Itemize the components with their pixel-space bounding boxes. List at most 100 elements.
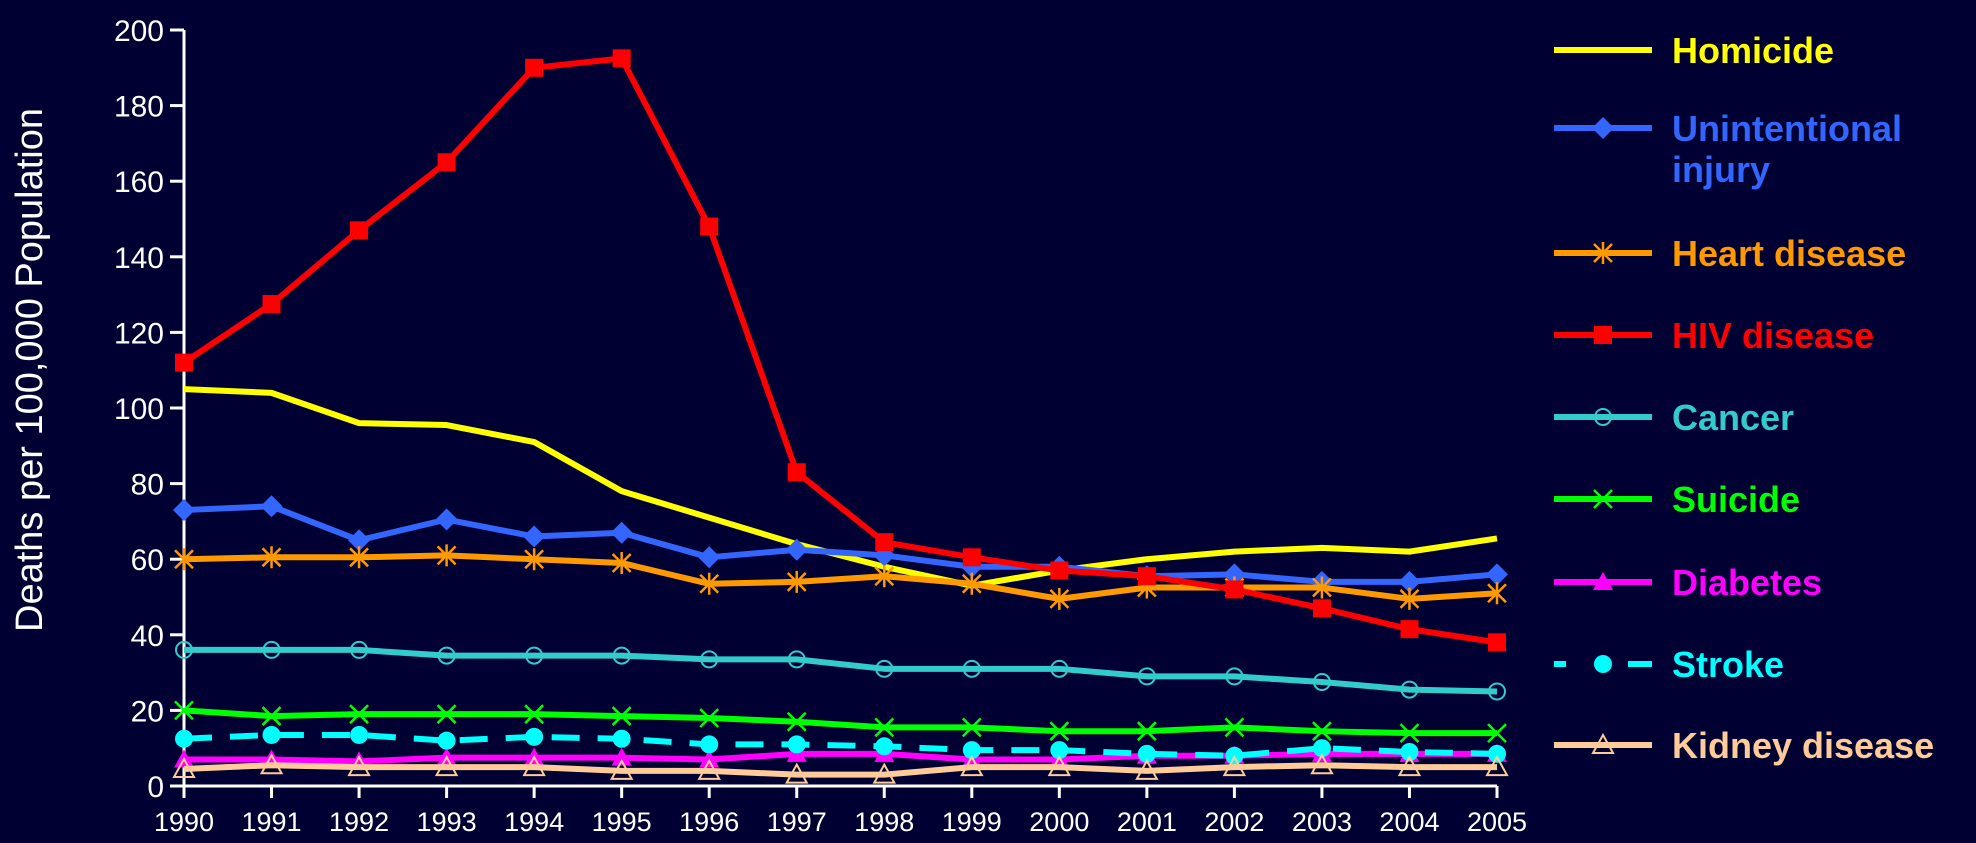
data-point-hiv-disease xyxy=(1400,620,1419,639)
data-point-stroke xyxy=(262,725,281,744)
y-tick-label: 180 xyxy=(114,91,164,124)
series-heart-disease xyxy=(174,544,1507,610)
data-point-heart-disease xyxy=(436,544,457,567)
y-tick-label: 60 xyxy=(131,544,164,577)
y-axis-title: Deaths per 100,000 Population xyxy=(9,108,51,632)
data-point-hiv-disease xyxy=(700,217,719,236)
legend-label: HIV disease xyxy=(1672,315,1874,356)
legend-item-unintentional-injury: Unintentional injury xyxy=(1554,108,1902,190)
data-point-heart-disease xyxy=(611,551,632,574)
data-point-suicide xyxy=(611,706,632,726)
x-tick-label: 2004 xyxy=(1379,807,1439,837)
legend: Homicide Unintentional injury Heart disease… xyxy=(1554,30,1934,766)
series-line-unintentional-injury xyxy=(183,503,1498,585)
x-tick-label: 2005 xyxy=(1467,807,1527,837)
legend-label: Diabetes xyxy=(1672,562,1822,603)
data-point-cancer xyxy=(1225,667,1244,686)
data-point-kidney-disease xyxy=(1310,753,1334,775)
data-point-hiv-disease xyxy=(1137,567,1156,586)
y-tick-label: 80 xyxy=(131,469,164,502)
data-point-kidney-disease xyxy=(172,756,196,778)
x-tick-label: 2000 xyxy=(1029,807,1089,837)
data-point-stroke xyxy=(962,741,981,760)
data-point-suicide xyxy=(961,717,982,738)
data-point-diabetes xyxy=(611,747,632,766)
data-point-heart-disease xyxy=(786,570,807,593)
data-point-heart-disease xyxy=(961,572,982,595)
data-point-suicide xyxy=(786,711,807,732)
data-point-unintentional-injury xyxy=(610,521,633,544)
series-line-stroke xyxy=(183,731,1498,759)
data-point-diabetes xyxy=(699,749,720,768)
data-point-stroke xyxy=(1400,742,1419,761)
y-tick-label: 120 xyxy=(114,317,164,350)
data-point-heart-disease xyxy=(1312,576,1332,599)
legend-marker xyxy=(1593,489,1613,509)
legend-item-cancer: Cancer xyxy=(1554,397,1794,438)
data-point-stroke xyxy=(437,731,456,750)
y-tick-label: 140 xyxy=(114,242,164,275)
data-point-unintentional-injury xyxy=(698,546,721,569)
data-point-hiv-disease xyxy=(262,295,281,314)
data-point-suicide xyxy=(874,717,895,738)
legend-marker xyxy=(1592,117,1614,139)
data-point-unintentional-injury xyxy=(1223,563,1246,586)
x-tick-label: 1991 xyxy=(241,807,301,837)
data-point-heart-disease xyxy=(174,548,194,571)
data-point-kidney-disease xyxy=(522,755,546,777)
legend-label: Unintentional injury xyxy=(1672,108,1902,190)
data-point-stroke xyxy=(875,737,894,756)
data-point-hiv-disease xyxy=(1225,580,1244,599)
data-point-heart-disease xyxy=(524,548,545,571)
data-point-hiv-disease xyxy=(525,58,544,77)
y-tick-label: 0 xyxy=(147,771,164,804)
legend-label: Kidney disease xyxy=(1672,725,1934,766)
x-tick-label: 1992 xyxy=(329,807,389,837)
series-line-kidney-disease xyxy=(183,762,1497,778)
legend-label: Suicide xyxy=(1672,479,1800,520)
data-point-unintentional-injury xyxy=(348,529,371,552)
data-point-hiv-disease xyxy=(962,548,981,567)
series-line-hiv-disease xyxy=(182,55,1498,646)
data-point-stroke xyxy=(525,727,544,746)
data-point-suicide xyxy=(349,704,369,725)
series-line-suicide xyxy=(183,707,1497,737)
series-cancer xyxy=(175,640,1506,701)
data-point-suicide xyxy=(1399,723,1420,743)
x-tick-label: 1990 xyxy=(154,807,214,837)
data-point-cancer xyxy=(1137,667,1156,686)
x-tick-label: 1999 xyxy=(942,807,1002,837)
legend-item-suicide: Suicide xyxy=(1554,479,1800,520)
legend-label: Heart disease xyxy=(1672,233,1906,274)
data-point-heart-disease xyxy=(1399,587,1420,610)
x-tick-label: 2003 xyxy=(1292,807,1352,837)
data-point-cancer xyxy=(612,646,631,665)
data-point-unintentional-injury xyxy=(173,499,195,522)
legend-item-hiv-disease: HIV disease xyxy=(1554,315,1874,356)
y-tick-label: 200 xyxy=(114,15,164,48)
series-line-diabetes xyxy=(184,750,1497,765)
data-point-kidney-disease xyxy=(434,755,459,777)
series-unintentional-injury xyxy=(173,495,1508,593)
data-point-kidney-disease xyxy=(785,762,809,784)
data-point-suicide xyxy=(1136,721,1157,742)
data-point-kidney-disease xyxy=(609,758,634,780)
data-point-stroke xyxy=(1050,741,1069,760)
data-point-kidney-disease xyxy=(872,762,896,784)
y-tick-label: 20 xyxy=(131,695,164,728)
legend-item-heart-disease: Heart disease xyxy=(1554,233,1906,274)
data-point-suicide xyxy=(261,706,282,726)
data-point-stroke xyxy=(1488,744,1506,763)
data-point-heart-disease xyxy=(699,572,720,595)
data-point-kidney-disease xyxy=(259,753,284,775)
data-point-kidney-disease xyxy=(1047,755,1072,777)
series-kidney-disease xyxy=(172,753,1509,784)
data-point-unintentional-injury xyxy=(1398,570,1421,593)
legend-item-diabetes: Diabetes xyxy=(1554,562,1822,603)
data-point-kidney-disease xyxy=(347,755,371,777)
x-tick-label: 1997 xyxy=(767,807,827,837)
data-point-cancer xyxy=(262,640,281,659)
data-point-heart-disease xyxy=(1049,587,1070,610)
legend-label: Cancer xyxy=(1672,397,1794,438)
